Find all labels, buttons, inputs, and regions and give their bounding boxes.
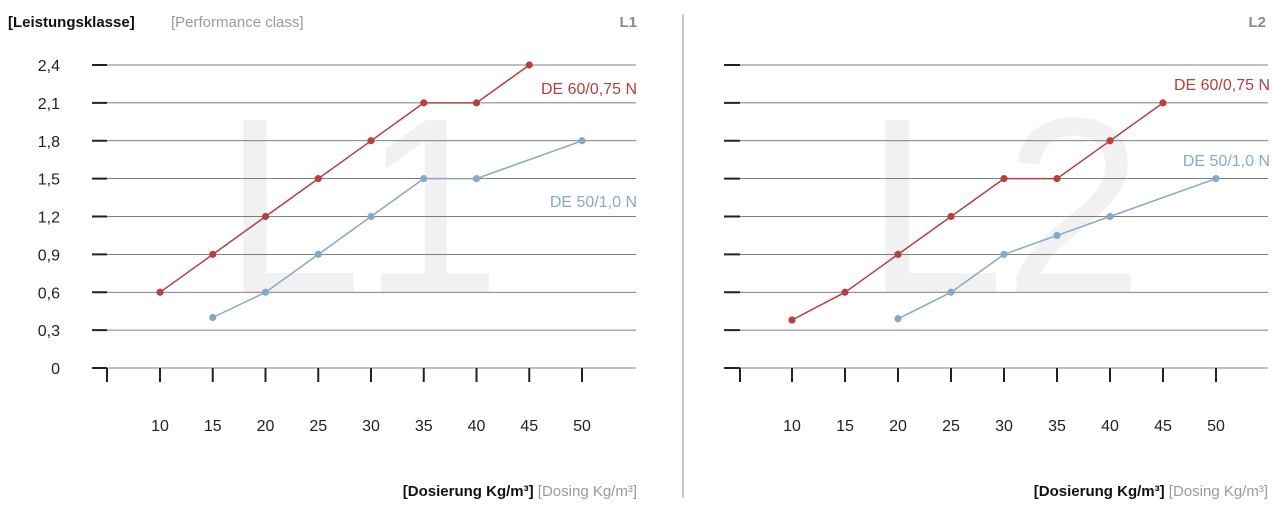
chart-panel-l1: L1 L1 0 0,3 0,6 0,9 1,2 1,5 1,8 2,1 2,4 10 15 20 25 30 3… [38,14,637,500]
data-point [894,250,902,258]
data-point [1053,231,1061,240]
x-tick-label: 30 [362,418,380,435]
data-point [1212,175,1220,183]
y-tick-label: 0 [51,361,60,378]
x-axis-label: [Dosierung Kg/m³] [Dosing Kg/m³] [403,483,637,500]
x-tick-label: 15 [836,418,854,435]
chart-panel-l2: L2 L2 10 15 20 25 30 35 40 45 50 [Dosierung Kg/m³] … [724,14,1270,500]
x-tick-label: 25 [309,418,327,435]
series-line [159,64,530,293]
data-point [788,316,796,324]
watermark-text: L2 [865,66,1143,345]
data-point [947,212,955,221]
data-point [261,212,270,221]
x-tick-label: 35 [415,418,433,435]
data-point [894,315,902,323]
data-point [472,99,481,107]
header-subtitle: [Performance class] [171,14,304,31]
data-point [367,212,375,221]
data-point [1000,250,1008,258]
x-tick-label: 10 [783,418,801,435]
x-tick-label: 20 [257,418,275,435]
header-title: [Leistungsklasse] [8,14,135,31]
x-tick-label: 45 [520,418,538,435]
data-point [578,137,586,145]
data-point [1159,99,1167,107]
y-tick-label: 2,1 [38,96,60,113]
x-tick-label: 10 [151,418,169,435]
series-label: DE 50/1,0 N [1183,153,1270,170]
y-tick-label: 1,5 [38,172,60,189]
data-point [420,99,428,107]
watermark-text: L1 [223,66,501,345]
data-point [472,175,481,183]
series-line [897,177,1217,320]
data-point [1000,175,1008,183]
data-point [525,61,533,69]
data-point [261,288,270,296]
x-tick-label: 40 [1101,418,1119,435]
data-point [314,175,322,183]
data-point [156,288,164,296]
x-axis-label-light: [Dosing Kg/m³] [1169,483,1268,500]
x-axis-label-bold: [Dosierung Kg/m³] [1034,483,1169,500]
panel-label: L1 [619,14,637,31]
x-tick-label: 45 [1154,418,1172,435]
x-tick-label: 15 [204,418,222,435]
data-point [1053,175,1061,183]
x-axis-label: [Dosierung Kg/m³] [Dosing Kg/m³] [1034,483,1268,500]
y-tick-label: 1,2 [38,210,60,227]
data-point [314,250,322,258]
x-tick-label: 40 [468,418,486,435]
y-tick-label: 2,4 [38,58,60,75]
data-point [209,313,217,322]
panel-label: L2 [1248,14,1266,31]
x-tick-label: 50 [573,418,591,435]
y-tick-label: 0,3 [38,323,60,340]
series-line [791,102,1164,321]
data-point [841,288,849,296]
series-label: DE 60/0,75 N [1174,77,1270,94]
series-label: DE 50/1,0 N [550,194,637,211]
x-tick-label: 25 [942,418,960,435]
y-tick-label: 0,9 [38,247,60,264]
x-axis-label-bold: [Dosierung Kg/m³] [403,483,538,500]
y-tick-label: 1,8 [38,134,60,151]
data-point [367,137,375,145]
x-tick-label: 35 [1048,418,1066,435]
y-tick-label: 0,6 [38,285,60,302]
x-tick-label: 50 [1207,418,1225,435]
data-point [209,250,217,258]
x-tick-label: 30 [995,418,1013,435]
data-point [420,175,428,183]
data-point [1106,137,1114,145]
x-axis-label-light: [Dosing Kg/m³] [538,483,637,500]
series-label: DE 60/0,75 N [541,81,637,98]
data-point [947,288,955,296]
x-tick-label: 20 [889,418,907,435]
data-point [1106,212,1114,221]
